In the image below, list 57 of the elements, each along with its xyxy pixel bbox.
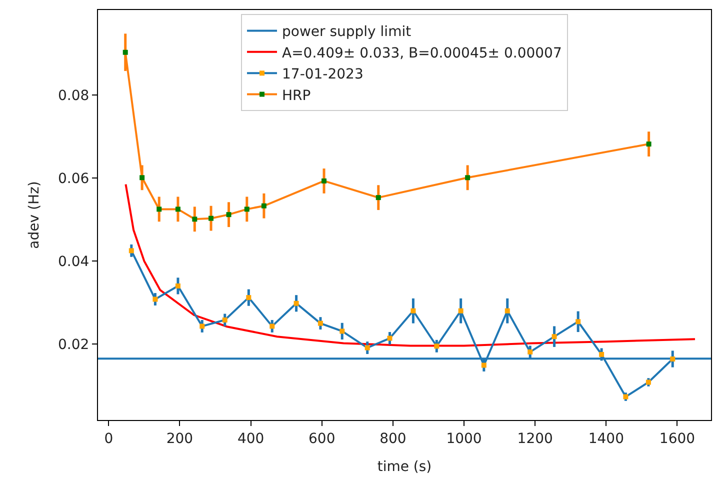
point — [340, 328, 345, 334]
point — [244, 206, 250, 212]
point — [270, 324, 275, 329]
point — [294, 300, 299, 306]
x-tick-label: 200 — [166, 430, 194, 447]
x-tick-label: 600 — [308, 430, 336, 447]
point — [434, 344, 440, 349]
point — [458, 308, 464, 314]
point — [128, 248, 134, 254]
point — [410, 308, 416, 314]
point — [364, 345, 370, 350]
x-tick-label: 400 — [237, 430, 264, 447]
point — [528, 349, 533, 354]
x-tick-label: 0 — [104, 430, 114, 447]
legend-label: A=0.409± 0.033, B=0.00045± 0.00007 — [282, 45, 562, 62]
line-series — [124, 183, 696, 347]
point — [670, 356, 676, 362]
point — [623, 394, 628, 400]
point — [175, 206, 180, 212]
point — [504, 308, 510, 314]
point — [200, 324, 205, 329]
x-tick-label: 800 — [380, 430, 406, 447]
point — [387, 336, 392, 341]
point — [261, 203, 266, 208]
point — [599, 352, 604, 357]
point — [208, 216, 214, 221]
x-tick-label: 1200 — [517, 430, 553, 447]
x-tick-label: 1000 — [446, 430, 482, 447]
point — [226, 212, 232, 218]
legend-label: power supply limit — [282, 24, 412, 40]
point — [140, 175, 145, 180]
legend-label: 17-01-2023 — [282, 66, 364, 83]
legend-label: HRP — [282, 88, 311, 104]
point — [192, 216, 198, 222]
y-tick-label: 0.08 — [58, 88, 90, 104]
y-tick-label: 0.04 — [58, 254, 90, 270]
point — [246, 295, 252, 300]
point — [152, 296, 158, 302]
point — [222, 317, 228, 322]
point — [465, 175, 470, 180]
x-axis-title: time (s) — [377, 459, 432, 476]
point — [175, 283, 180, 288]
point — [156, 206, 162, 212]
x-tick-label: 1400 — [588, 430, 624, 447]
y-tick-label: 0.02 — [58, 336, 90, 353]
point — [318, 320, 323, 326]
x-tick-label: 1600 — [659, 430, 696, 447]
point — [322, 178, 327, 184]
point — [376, 195, 381, 200]
point — [646, 142, 652, 147]
point — [576, 319, 581, 324]
point — [481, 362, 486, 368]
y-tick-label: 0.06 — [58, 170, 90, 187]
point — [122, 50, 128, 55]
point — [646, 380, 651, 385]
y-axis-title: adev (Hz) — [26, 181, 43, 249]
point — [552, 334, 557, 340]
